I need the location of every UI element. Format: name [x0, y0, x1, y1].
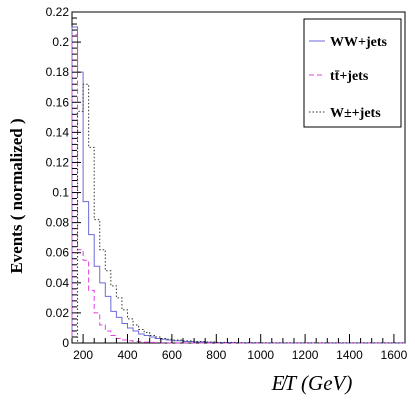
legend-label-3: W±+jets: [330, 106, 381, 121]
y-tick-label: 0.18: [46, 65, 70, 79]
x-axis-label: E̸T (GeV): [271, 371, 353, 395]
y-tick-label: 0.02: [46, 306, 70, 320]
x-tick-label: 1000: [247, 348, 274, 362]
x-tick-label: 1600: [381, 348, 408, 362]
y-tick-label: 0.1: [52, 186, 69, 200]
y-tick-label: 0.16: [46, 95, 70, 109]
x-tick-label: 400: [117, 348, 137, 362]
y-tick-label: 0.22: [46, 5, 70, 19]
legend-box: [303, 18, 402, 128]
y-tick-label: 0.12: [46, 155, 70, 169]
x-tick-label: 1200: [292, 348, 319, 362]
y-tick-label: 0.08: [46, 216, 70, 230]
y-tick-label: 0.06: [46, 246, 70, 260]
y-tick-label: 0.04: [46, 276, 70, 290]
x-tick-label: 200: [73, 348, 93, 362]
x-tick-label: 600: [162, 348, 182, 362]
y-axis-label: Events ( normalized ): [7, 118, 26, 273]
y-tick-label: 0.2: [52, 35, 69, 49]
series-line-2: [71, 34, 405, 344]
x-tick-label: 800: [206, 348, 226, 362]
y-tick-label: 0: [62, 336, 69, 350]
legend-label-1: WW+jets: [330, 35, 388, 50]
legend-label-2: tt̄+jets: [330, 69, 369, 84]
x-tick-label: 1400: [336, 348, 363, 362]
y-tick-label: 0.14: [46, 125, 70, 139]
